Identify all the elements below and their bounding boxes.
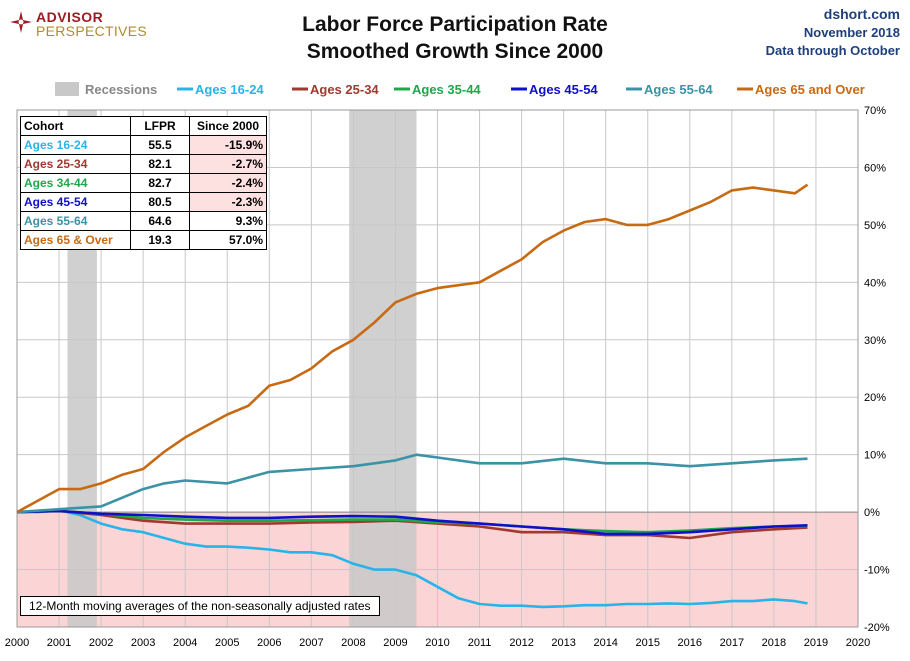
table-header-row: Cohort LFPR Since 2000 [20,116,267,136]
x-tick-label: 2017 [720,637,744,649]
since-2000-value: 57.0% [189,230,267,250]
since-2000-value: -2.7% [189,154,267,174]
data-through: Data through October [765,43,900,58]
table-row: Ages 16-24 55.5 -15.9% [20,135,267,155]
x-tick-label: 2013 [551,637,575,649]
lfpr-value: 82.7 [130,173,190,193]
y-tick-label: 0% [864,507,880,519]
cohort-label: Ages 45-54 [20,192,131,212]
series-line-ages-45-54 [16,509,808,536]
x-tick-label: 2007 [299,637,323,649]
x-tick-label: 2014 [593,637,617,649]
chart-title: Labor Force Participation Rate [302,13,608,36]
table-row: Ages 45-54 80.5 -2.3% [20,192,267,212]
lfpr-value: 82.1 [130,154,190,174]
x-tick-label: 2004 [173,637,197,649]
x-tick-label: 2006 [257,637,281,649]
legend-label: Ages 25-34 [310,82,379,97]
y-tick-label: 40% [864,277,886,289]
table-row: Ages 65 & Over 19.3 57.0% [20,230,267,250]
cohort-label: Ages 25-34 [20,154,131,174]
table-header-lfpr: LFPR [130,116,190,136]
series-line-ages-55-64 [16,453,808,514]
x-tick-label: 2008 [341,637,365,649]
cohort-label: Ages 55-64 [20,211,131,231]
since-2000-value: -15.9% [189,135,267,155]
brand-logo: ADVISOR PERSPECTIVES [8,8,147,40]
plot-frame [16,109,859,628]
x-tick-label: 2002 [89,637,113,649]
chart-subtitle: Smoothed Growth Since 2000 [306,40,604,63]
y-tick-label: 30% [864,335,886,347]
legend-label: Ages 45-54 [529,82,598,97]
y-tick-label: -10% [864,565,890,577]
since-2000-value: 9.3% [189,211,267,231]
lfpr-value: 64.6 [130,211,190,231]
legend-label: Ages 65 and Over [755,82,865,97]
x-tick-label: 2011 [468,637,492,649]
legend-label: Ages 35-44 [412,82,481,97]
x-tick-label: 2020 [846,637,870,649]
publication-date: November 2018 [803,25,900,40]
lfpr-value: 80.5 [130,192,190,212]
lfpr-value: 55.5 [130,135,190,155]
since-2000-value: -2.3% [189,192,267,212]
y-tick-label: 50% [864,220,886,232]
legend-swatch-recessions [55,82,79,96]
x-tick-label: 2019 [804,637,828,649]
x-tick-label: 2003 [131,637,155,649]
compass-rose-icon [10,11,32,33]
y-tick-label: -20% [864,622,890,634]
table-header-cohort: Cohort [20,116,131,136]
recession-band [349,110,417,627]
series-line-ages-16-24 [17,509,808,609]
y-tick-label: 20% [864,392,886,404]
table-row: Ages 25-34 82.1 -2.7% [20,154,267,174]
series-line-ages-35-44 [16,509,808,534]
cohort-label: Ages 34-44 [20,173,131,193]
cohort-label: Ages 65 & Over [20,230,131,250]
x-tick-label: 2000 [5,637,29,649]
brand-name-line2: PERSPECTIVES [36,23,147,39]
lfpr-value: 19.3 [130,230,190,250]
x-tick-label: 2001 [47,637,71,649]
cohort-summary-table: Cohort LFPR Since 2000 Ages 16-24 55.5 -15… [20,116,267,250]
series-line-ages-65-and-over [16,183,809,514]
table-row: Ages 55-64 64.6 9.3% [20,211,267,231]
brand-name-line1: ADVISOR [36,9,104,25]
table-row: Ages 34-44 82.7 -2.4% [20,173,267,193]
x-tick-label: 2009 [383,637,407,649]
cohort-label: Ages 16-24 [20,135,131,155]
x-tick-label: 2015 [636,637,660,649]
x-tick-label: 2012 [509,637,533,649]
source-site: dshort.com [823,6,900,22]
legend-label: Ages 16-24 [195,82,264,97]
y-tick-label: 70% [864,105,886,117]
legend-label: Ages 55-64 [644,82,713,97]
legend-label: Recessions [85,82,157,97]
since-2000-value: -2.4% [189,173,267,193]
x-tick-label: 2010 [425,637,449,649]
x-tick-label: 2005 [215,637,239,649]
footnote: 12-Month moving averages of the non-seas… [20,596,380,616]
y-tick-label: 10% [864,450,886,462]
y-tick-label: 60% [864,162,886,174]
x-tick-label: 2018 [762,637,786,649]
x-tick-label: 2016 [678,637,702,649]
table-header-since: Since 2000 [189,116,267,136]
